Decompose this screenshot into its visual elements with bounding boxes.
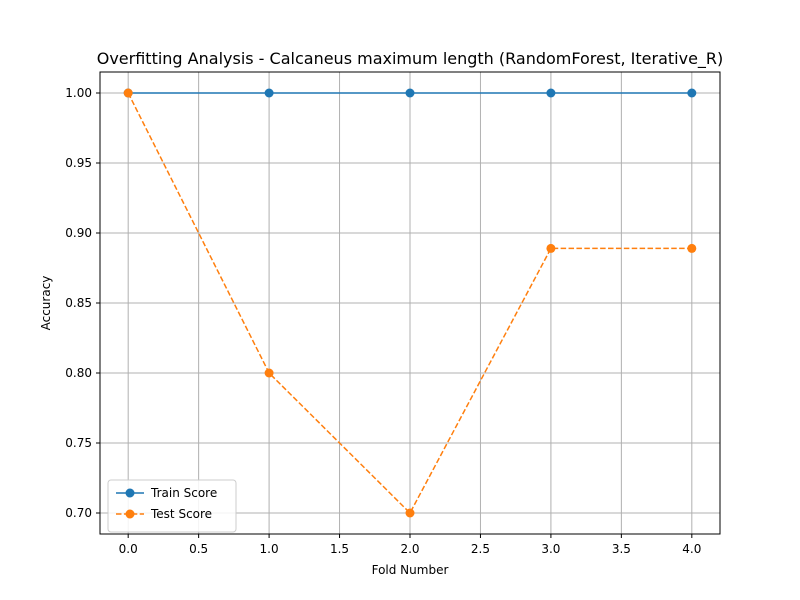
x-tick-label: 1.0 xyxy=(260,542,279,556)
series-line-test-score xyxy=(127,92,692,515)
y-tick-label: 0.95 xyxy=(65,156,92,170)
legend-entry: Train Score xyxy=(116,486,217,500)
x-axis-label: Fold Number xyxy=(372,563,449,577)
x-tick-label: 0.0 xyxy=(119,542,138,556)
legend-entry: Test Score xyxy=(116,507,212,521)
y-axis-label: Accuracy xyxy=(39,276,53,331)
data-point-train-score xyxy=(264,88,274,98)
x-tick-label: 1.5 xyxy=(330,542,349,556)
x-tick-label: 3.0 xyxy=(541,542,560,556)
series-layer xyxy=(123,88,697,518)
data-point-test-score xyxy=(405,508,415,518)
x-axis-ticks: 0.0 0.5 1.0 1.5 2.0 2.5 3.0 3.5 4.0 xyxy=(119,534,701,556)
series-test-score xyxy=(123,88,697,518)
legend-label: Train Score xyxy=(150,486,217,500)
x-tick-label: 2.0 xyxy=(400,542,419,556)
y-tick-label: 1.00 xyxy=(65,86,92,100)
y-tick-label: 0.85 xyxy=(65,296,92,310)
legend-label: Test Score xyxy=(150,507,212,521)
legend-marker xyxy=(125,488,135,498)
y-tick-label: 0.70 xyxy=(65,506,92,520)
data-point-test-score xyxy=(123,88,133,98)
y-tick-label: 0.80 xyxy=(65,366,92,380)
y-tick-label: 0.75 xyxy=(65,436,92,450)
x-tick-label: 3.5 xyxy=(612,542,631,556)
data-point-test-score xyxy=(687,243,697,253)
data-point-test-score xyxy=(264,368,274,378)
data-point-train-score xyxy=(687,88,697,98)
data-point-test-score xyxy=(546,243,556,253)
y-axis-ticks: 0.70 0.75 0.80 0.85 0.90 0.95 1.00 xyxy=(65,86,100,520)
data-point-train-score xyxy=(546,88,556,98)
x-tick-label: 4.0 xyxy=(682,542,701,556)
legend-marker xyxy=(125,509,135,519)
x-tick-label: 0.5 xyxy=(189,542,208,556)
chart-title: Overfitting Analysis - Calcaneus maximum… xyxy=(97,49,724,69)
y-tick-label: 0.90 xyxy=(65,226,92,240)
legend: Train Score Test Score xyxy=(107,479,237,533)
data-point-train-score xyxy=(405,88,415,98)
x-tick-label: 2.5 xyxy=(471,542,490,556)
